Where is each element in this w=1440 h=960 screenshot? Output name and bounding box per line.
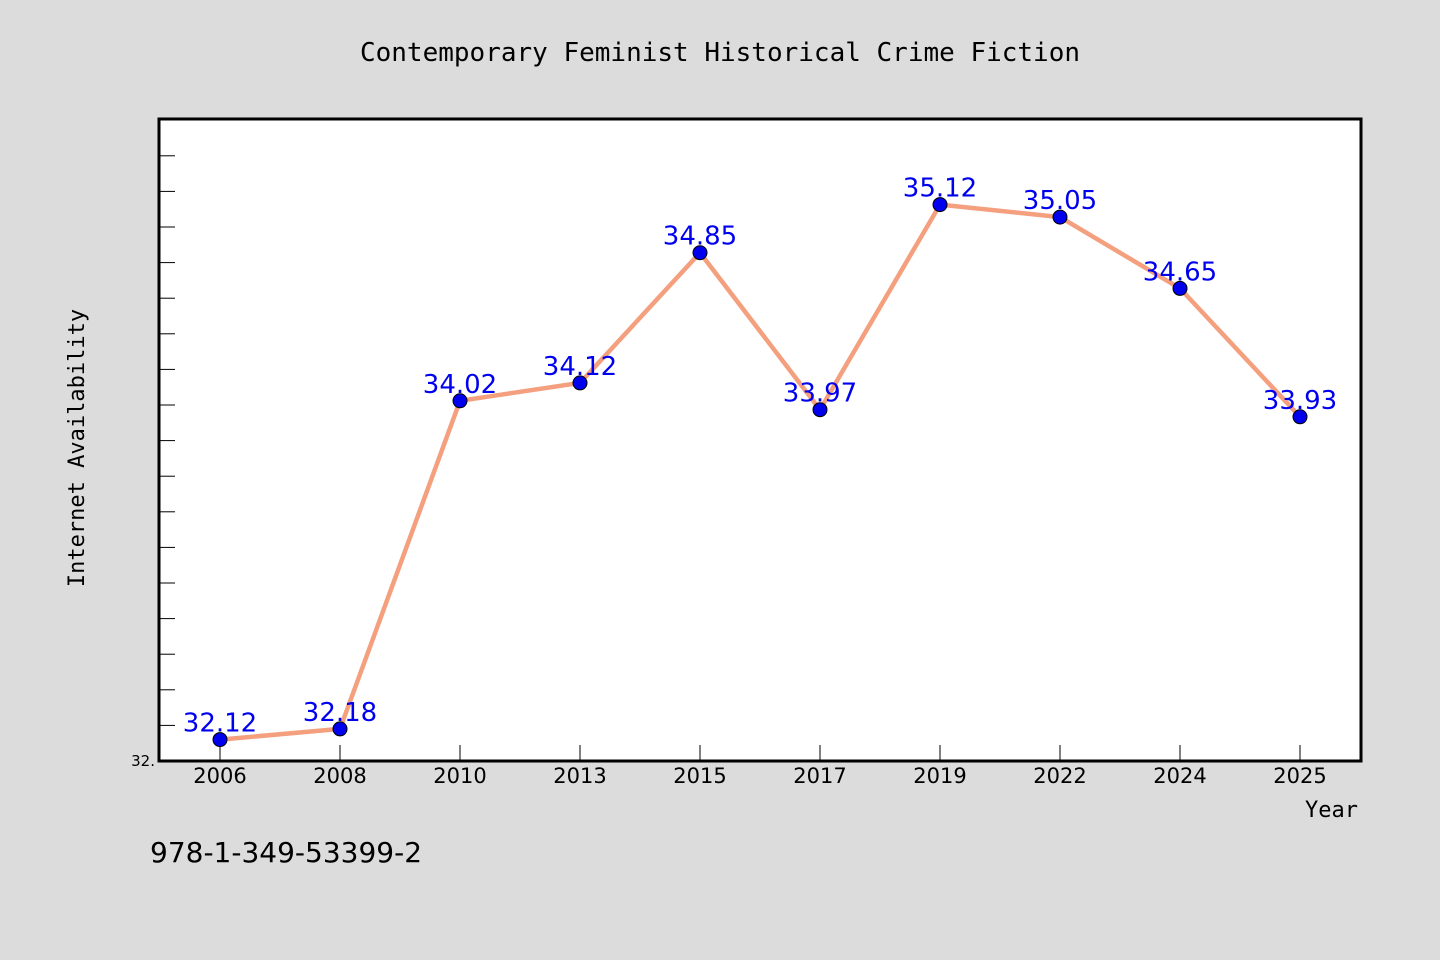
y-tick-label: 32. xyxy=(131,752,155,770)
data-point xyxy=(812,402,828,418)
data-labels: 32.12 32.18 34.02 34.12 34.85 33.97 35.12 35.05… xyxy=(183,174,1337,739)
x-tick-label: 2008 xyxy=(313,764,366,788)
x-tick-label: 2019 xyxy=(913,764,966,788)
y-axis-label: Internet Availability xyxy=(65,309,90,587)
data-label: 35.05 xyxy=(1023,186,1097,216)
x-axis-label: Year xyxy=(1305,798,1358,823)
x-axis-ticks: 2006 2008 2010 2013 2015 2017 2019 2022 2024 2025 xyxy=(193,745,1327,788)
x-tick-label: 2010 xyxy=(433,764,486,788)
x-tick-label: 2024 xyxy=(1153,764,1206,788)
y-axis-ticks xyxy=(159,155,175,726)
data-label: 34.02 xyxy=(423,370,497,400)
x-tick-label: 2015 xyxy=(673,764,726,788)
data-point xyxy=(1052,209,1068,225)
x-tick-label: 2013 xyxy=(553,764,606,788)
data-point xyxy=(332,721,348,737)
plot-area xyxy=(157,117,1363,763)
series-line xyxy=(219,202,1302,742)
data-point xyxy=(932,197,948,213)
x-tick-label: 2006 xyxy=(193,764,246,788)
footer-code: 978-1-349-53399-2 xyxy=(150,836,422,869)
data-label: 32.18 xyxy=(303,698,377,728)
chart-title: Contemporary Feminist Historical Crime F… xyxy=(360,38,1080,68)
data-point xyxy=(212,732,228,748)
x-tick-label: 2017 xyxy=(793,764,846,788)
data-label: 34.12 xyxy=(543,352,617,382)
data-point xyxy=(572,375,588,391)
data-label: 33.97 xyxy=(783,379,857,409)
data-point xyxy=(452,393,468,409)
data-point xyxy=(1292,409,1308,425)
series-markers xyxy=(212,197,1308,748)
data-label: 34.85 xyxy=(663,222,737,252)
data-label: 35.12 xyxy=(903,174,977,204)
data-label: 33.93 xyxy=(1263,386,1337,416)
x-tick-label: 2025 xyxy=(1273,764,1326,788)
data-point xyxy=(1172,280,1188,296)
data-label: 32.12 xyxy=(183,709,257,739)
series-line-group xyxy=(219,202,1302,742)
x-tick-label: 2022 xyxy=(1033,764,1086,788)
data-label: 34.65 xyxy=(1143,257,1217,287)
data-point xyxy=(692,245,708,261)
